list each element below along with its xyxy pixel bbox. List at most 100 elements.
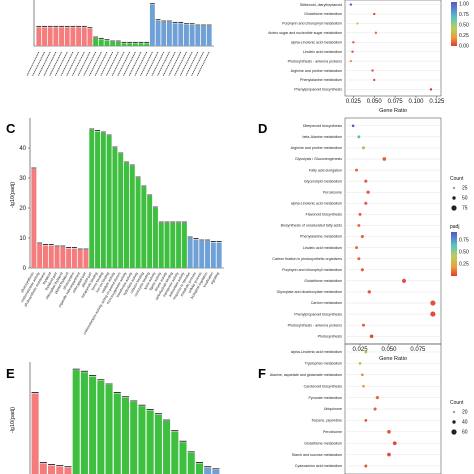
bar-value-label bbox=[64, 25, 70, 27]
bar-value-label bbox=[115, 40, 121, 42]
bar-value-label bbox=[135, 176, 141, 178]
bar-value-label bbox=[47, 25, 53, 27]
y-tick-label: 10 bbox=[19, 236, 26, 242]
panel-d-color-legend-title: padj bbox=[450, 224, 459, 230]
category-label bbox=[100, 51, 114, 77]
panel-b-dots bbox=[349, 3, 433, 91]
data-point bbox=[357, 257, 361, 261]
bar-value-label bbox=[76, 25, 82, 27]
category-label bbox=[54, 51, 68, 77]
bar bbox=[195, 26, 201, 46]
category-label bbox=[191, 51, 204, 77]
term-label: Glycolysis / Gluconeogenesis bbox=[295, 157, 342, 161]
bar-value-label bbox=[97, 379, 105, 381]
y-tick-label: 40 bbox=[19, 146, 26, 152]
size-legend-dot bbox=[451, 429, 457, 435]
term-label: Terpene, piperidine bbox=[311, 419, 342, 423]
data-point bbox=[364, 201, 368, 205]
bar-value-label bbox=[42, 244, 48, 245]
category-label bbox=[71, 51, 85, 77]
bar-value-label bbox=[195, 24, 201, 26]
panel-b-color-bar bbox=[451, 2, 457, 46]
data-point bbox=[356, 22, 359, 25]
bar bbox=[95, 131, 101, 268]
panel-b-x-ticks: 0.025 0.050 0.075 0.100 0.125 bbox=[346, 96, 445, 105]
bar bbox=[59, 27, 64, 46]
bar-value-label bbox=[105, 383, 113, 385]
bar-value-label bbox=[100, 131, 106, 133]
bar bbox=[39, 463, 47, 474]
bar bbox=[72, 370, 80, 474]
category-label bbox=[105, 51, 119, 77]
term-label: Tryptophan metabolism bbox=[305, 362, 342, 366]
bar-value-label bbox=[113, 392, 121, 393]
term-label: Ubiquinone bbox=[324, 407, 342, 411]
bar-value-label bbox=[71, 247, 77, 248]
x-tick-label: 0.025 bbox=[346, 99, 362, 105]
bar-value-label bbox=[201, 24, 206, 26]
panel-d-grid bbox=[345, 125, 441, 337]
term-label: Glyoxylate and dicarboxylate metabolism bbox=[277, 290, 342, 294]
panel-d-term-labels: Diterpenoid biosynthesis beta-Alanine met… bbox=[272, 124, 342, 338]
legend-tick-label: 1.00 bbox=[459, 2, 469, 8]
bar-value-label bbox=[187, 451, 195, 453]
bar-value-label bbox=[166, 20, 172, 22]
panel-d-frame bbox=[344, 117, 442, 345]
category-label: signaling bbox=[210, 271, 220, 285]
bar-value-label bbox=[66, 247, 72, 248]
data-point bbox=[357, 135, 361, 139]
bar-value-label bbox=[127, 41, 133, 43]
bar bbox=[161, 22, 167, 46]
bar-value-label bbox=[132, 41, 138, 43]
x-tick-label: 0.100 bbox=[408, 99, 424, 105]
data-point bbox=[362, 146, 365, 150]
data-point bbox=[361, 373, 364, 377]
panel-c-bars bbox=[31, 128, 222, 268]
bar bbox=[158, 223, 164, 268]
bar-value-label bbox=[98, 37, 104, 39]
term-label: Arginine and proline metabolism bbox=[291, 69, 342, 73]
term-label: Starch and sucrose metabolism bbox=[292, 453, 342, 457]
size-legend-label: 75 bbox=[462, 206, 468, 212]
size-legend-label: 50 bbox=[462, 196, 468, 202]
y-tick-label: 0 bbox=[23, 266, 27, 272]
bar bbox=[77, 250, 83, 268]
bar bbox=[89, 130, 95, 268]
term-label: Alanine, aspartate and glutamate metabol… bbox=[270, 373, 342, 377]
category-label bbox=[185, 51, 199, 77]
legend-tick-label: 0.00 bbox=[459, 44, 469, 50]
bar bbox=[138, 406, 146, 474]
data-point bbox=[387, 429, 391, 434]
category-label bbox=[94, 51, 108, 77]
bar-value-label bbox=[204, 466, 212, 468]
term-label: Phenylpropanoid biosynthesis bbox=[294, 312, 342, 316]
data-point bbox=[352, 41, 355, 44]
bar bbox=[210, 242, 216, 268]
bar bbox=[187, 452, 195, 474]
bar-value-label bbox=[72, 368, 80, 370]
bar bbox=[42, 27, 47, 46]
bar-value-label bbox=[147, 194, 153, 196]
bar bbox=[112, 148, 118, 268]
bar bbox=[178, 23, 184, 46]
bar-value-label bbox=[39, 462, 47, 463]
bar bbox=[64, 467, 72, 474]
panel-d-x-label: Gene Ratio bbox=[379, 356, 407, 362]
bar bbox=[152, 208, 158, 268]
data-point bbox=[392, 441, 397, 446]
category-label bbox=[174, 51, 187, 77]
size-legend-dot bbox=[452, 420, 456, 424]
bar bbox=[204, 467, 212, 474]
bar bbox=[60, 247, 66, 268]
term-label: Amino sugar and nucleotide sugar metabol… bbox=[268, 31, 342, 35]
bar bbox=[195, 463, 203, 474]
bar-value-label bbox=[193, 238, 199, 239]
bar-value-label bbox=[89, 128, 95, 130]
bar bbox=[212, 469, 220, 474]
bar-value-label bbox=[121, 41, 127, 43]
bar bbox=[118, 154, 124, 268]
bar-value-label bbox=[80, 370, 88, 372]
bar bbox=[189, 24, 195, 46]
panel-d-dots bbox=[351, 124, 436, 339]
x-tick-label: 0.050 bbox=[367, 99, 383, 105]
